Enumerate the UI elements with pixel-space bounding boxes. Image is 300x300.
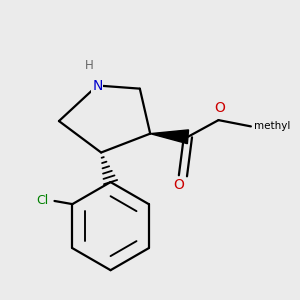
Text: N: N	[92, 79, 103, 92]
Text: O: O	[214, 101, 226, 115]
Text: Cl: Cl	[37, 194, 49, 208]
Text: methyl: methyl	[254, 122, 290, 131]
Polygon shape	[150, 130, 188, 144]
Text: H: H	[85, 58, 94, 72]
Text: O: O	[173, 178, 184, 192]
